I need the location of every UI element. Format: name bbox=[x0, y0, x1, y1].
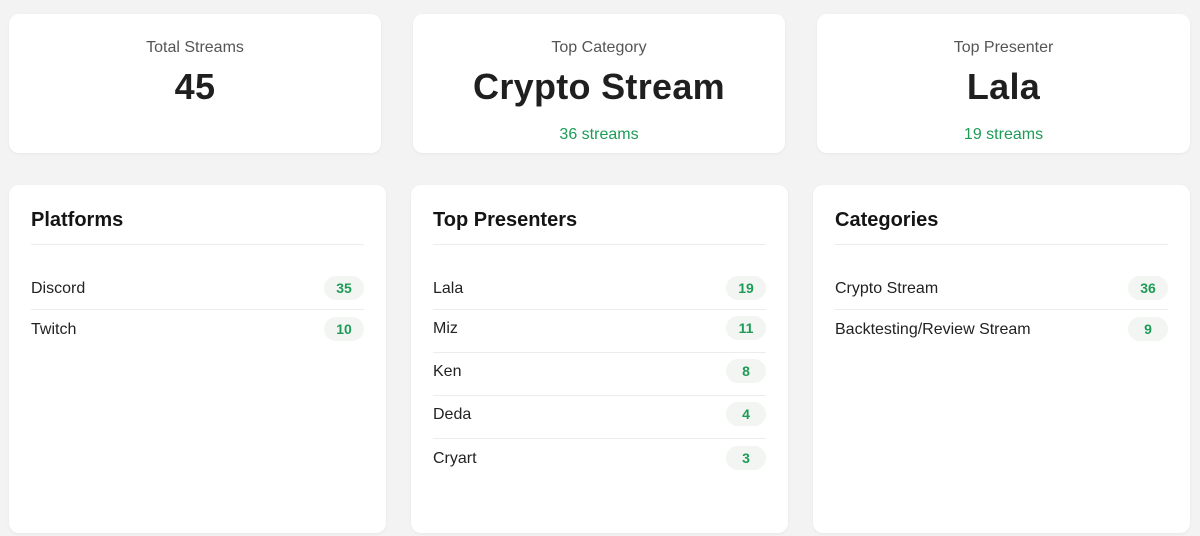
count-badge: 36 bbox=[1128, 275, 1168, 300]
presenter-name: Miz bbox=[433, 320, 458, 337]
category-name: Backtesting/Review Stream bbox=[835, 320, 1031, 338]
count-badge: 11 bbox=[726, 316, 766, 340]
platforms-list: Discord 35 Twitch 10 bbox=[31, 266, 364, 353]
total-streams-value: 45 bbox=[174, 66, 216, 107]
top-presenter-value: Lala bbox=[966, 66, 1041, 107]
top-category-value: Crypto Stream bbox=[473, 66, 725, 107]
count-badge: 19 bbox=[726, 275, 766, 300]
platform-name: Twitch bbox=[31, 320, 77, 338]
count-badge: 8 bbox=[726, 359, 766, 383]
list-item: Ken 8 bbox=[433, 347, 766, 396]
top-presenter-label: Top Presenter bbox=[953, 39, 1054, 56]
platforms-title: Platforms bbox=[31, 185, 364, 245]
presenters-list: Lala 19 Miz 11 Ken 8 Deda 4 Cryart 3 bbox=[433, 266, 766, 482]
presenter-name: Deda bbox=[433, 406, 472, 423]
top-presenters-card: Top Presenters Lala 19 Miz 11 Ken 8 Deda… bbox=[411, 185, 788, 533]
list-item: Deda 4 bbox=[433, 390, 766, 439]
count-badge: 35 bbox=[324, 275, 364, 300]
list-item: Twitch 10 bbox=[31, 304, 364, 353]
categories-card: Categories Crypto Stream 36 Backtesting/… bbox=[813, 185, 1190, 533]
platform-name: Discord bbox=[31, 279, 86, 297]
category-name: Crypto Stream bbox=[835, 279, 939, 297]
list-item: Discord 35 bbox=[31, 266, 364, 310]
list-item: Lala 19 bbox=[433, 266, 766, 310]
list-item: Crypto Stream 36 bbox=[835, 266, 1168, 310]
list-item: Backtesting/Review Stream 9 bbox=[835, 304, 1168, 353]
top-category-count: 36 streams bbox=[559, 126, 639, 143]
categories-title: Categories bbox=[835, 185, 1168, 245]
count-badge: 4 bbox=[726, 402, 766, 426]
categories-list: Crypto Stream 36 Backtesting/Review Stre… bbox=[835, 266, 1168, 353]
total-streams-label: Total Streams bbox=[146, 39, 244, 56]
top-category-card: Top Category Crypto Stream 36 streams bbox=[413, 14, 785, 153]
top-category-label: Top Category bbox=[551, 39, 647, 56]
presenter-name: Lala bbox=[433, 279, 464, 297]
platforms-card: Platforms Discord 35 Twitch 10 bbox=[9, 185, 386, 533]
presenter-name: Cryart bbox=[433, 449, 477, 467]
count-badge: 9 bbox=[1128, 316, 1168, 341]
top-presenter-count: 19 streams bbox=[963, 126, 1044, 143]
list-item: Miz 11 bbox=[433, 304, 766, 353]
list-item: Cryart 3 bbox=[433, 433, 766, 482]
top-presenters-title: Top Presenters bbox=[433, 185, 766, 245]
presenter-name: Ken bbox=[433, 363, 462, 380]
count-badge: 3 bbox=[726, 445, 766, 470]
total-streams-card: Total Streams 45 bbox=[9, 14, 381, 153]
count-badge: 10 bbox=[324, 316, 364, 341]
top-presenter-card: Top Presenter Lala 19 streams bbox=[817, 14, 1190, 153]
